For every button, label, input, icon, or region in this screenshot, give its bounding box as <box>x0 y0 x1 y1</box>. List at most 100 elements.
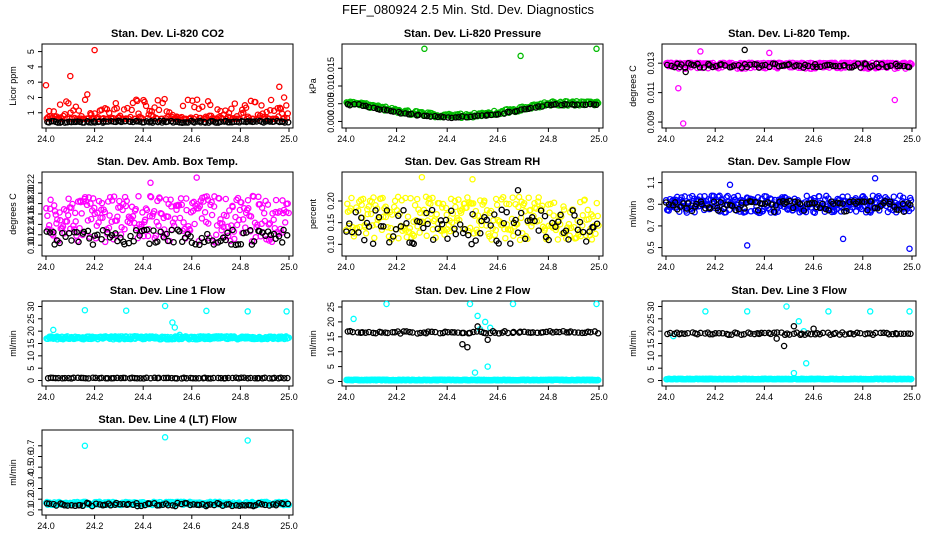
x-tick-label: 24.6 <box>183 262 201 272</box>
data-point-five-second <box>421 45 428 53</box>
chart-title: Stan. Dev. Line 1 Flow <box>110 285 226 297</box>
data-point-two-half-minute <box>45 500 53 507</box>
data-point-two-half-minute <box>896 62 904 69</box>
data-point-two-half-minute <box>482 330 490 337</box>
data-point-five-second <box>141 216 149 224</box>
data-point-five-second <box>455 196 462 203</box>
data-point-two-half-minute <box>255 374 262 382</box>
data-point-two-half-minute <box>421 112 428 120</box>
data-point-five-second <box>471 369 479 376</box>
data-point-two-half-minute <box>244 374 252 382</box>
data-point-five-second <box>418 173 426 181</box>
data-point-two-half-minute <box>539 328 547 336</box>
data-point-two-half-minute <box>201 374 208 382</box>
x-tick-label: 24.2 <box>86 134 104 144</box>
data-point-five-second <box>802 360 810 367</box>
data-point-two-half-minute <box>192 375 199 382</box>
data-point-two-half-minute <box>741 46 748 54</box>
data-point-two-half-minute <box>225 374 232 382</box>
data-point-two-half-minute <box>707 204 714 212</box>
data-point-two-half-minute <box>346 220 353 227</box>
data-point-five-second <box>427 200 434 207</box>
data-point-two-half-minute <box>258 501 266 508</box>
data-point-five-second <box>50 202 58 209</box>
data-point-two-half-minute <box>405 111 412 118</box>
data-point-five-second <box>906 308 913 315</box>
x-tick-label: 24.0 <box>37 134 55 144</box>
data-point-five-second <box>228 105 235 112</box>
data-point-five-second <box>59 223 67 230</box>
data-point-five-second <box>122 307 130 314</box>
data-point-two-half-minute <box>352 208 359 216</box>
x-tick-label: 24.4 <box>756 392 774 402</box>
y-tick-label: 0.1 <box>26 504 36 517</box>
data-point-five-second <box>178 201 186 209</box>
data-point-five-second <box>56 209 63 216</box>
data-point-five-second <box>499 193 507 201</box>
y-tick-label: 0.5 <box>26 461 36 474</box>
data-point-two-half-minute <box>164 501 172 509</box>
data-point-five-second <box>474 312 481 320</box>
data-point-five-second <box>65 99 72 107</box>
data-point-two-half-minute <box>718 61 725 68</box>
data-point-two-half-minute <box>545 236 552 244</box>
data-point-two-half-minute <box>266 502 273 509</box>
data-point-five-second <box>726 181 734 189</box>
data-point-five-second <box>535 194 542 201</box>
data-point-five-second <box>767 209 775 216</box>
y-tick-label: 20 <box>26 326 36 336</box>
data-point-five-second <box>821 196 829 203</box>
data-point-two-half-minute <box>383 207 391 214</box>
data-point-five-second <box>412 217 420 224</box>
data-point-five-second <box>438 204 446 211</box>
data-point-five-second <box>505 200 513 208</box>
x-tick-label: 24.4 <box>134 521 152 531</box>
data-point-five-second <box>141 98 148 106</box>
data-point-five-second <box>81 442 89 450</box>
data-point-five-second <box>54 216 61 223</box>
y-axis-label: percent <box>308 198 318 229</box>
data-point-five-second <box>65 195 72 202</box>
data-point-two-half-minute <box>369 240 377 247</box>
data-point-two-half-minute <box>893 330 901 338</box>
data-point-two-half-minute <box>907 201 914 209</box>
data-point-two-half-minute <box>406 328 413 336</box>
data-point-two-half-minute <box>725 331 732 339</box>
data-point-five-second <box>367 210 375 218</box>
data-point-two-half-minute <box>229 226 236 234</box>
data-point-two-half-minute <box>117 374 125 382</box>
data-point-two-half-minute <box>86 235 93 242</box>
data-point-five-second <box>866 308 874 315</box>
x-tick-label: 24.8 <box>540 262 558 272</box>
x-tick-label: 24.2 <box>706 262 724 272</box>
data-point-two-half-minute <box>113 499 120 507</box>
plot-frame <box>661 171 917 257</box>
data-point-two-half-minute <box>269 501 277 508</box>
x-tick-label: 24.0 <box>657 262 675 272</box>
data-point-five-second <box>284 110 292 117</box>
data-point-two-half-minute <box>590 101 598 108</box>
data-point-two-half-minute <box>885 330 893 338</box>
data-point-five-second <box>510 232 517 240</box>
data-point-five-second <box>279 197 286 204</box>
chart-title: Stan. Dev. Gas Stream RH <box>405 156 541 168</box>
data-point-five-second <box>147 179 154 187</box>
data-point-two-half-minute <box>521 235 529 243</box>
data-point-five-second <box>705 196 712 203</box>
x-tick-label: 24.6 <box>805 392 823 402</box>
data-point-five-second <box>75 107 83 114</box>
data-point-five-second <box>219 220 226 227</box>
data-point-five-second <box>44 212 51 220</box>
data-point-five-second <box>264 201 272 208</box>
x-tick-label: 24.2 <box>86 262 104 272</box>
data-point-five-second <box>899 194 907 201</box>
data-point-two-half-minute <box>240 118 247 125</box>
data-point-two-half-minute <box>52 374 59 382</box>
data-point-two-half-minute <box>281 119 288 126</box>
data-point-two-half-minute <box>712 330 719 337</box>
data-point-two-half-minute <box>857 64 864 71</box>
data-point-two-half-minute <box>562 227 570 234</box>
data-point-five-second <box>235 216 243 224</box>
data-point-two-half-minute <box>773 329 781 336</box>
data-point-two-half-minute <box>474 112 481 119</box>
